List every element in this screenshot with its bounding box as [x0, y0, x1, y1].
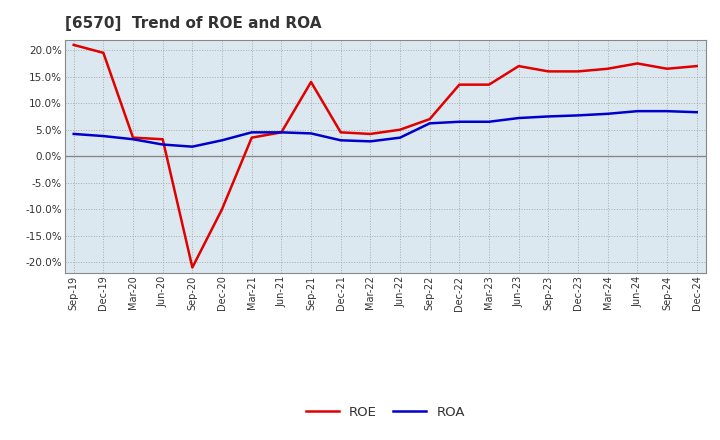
- ROE: [514, 63, 523, 69]
- ROA: [336, 138, 345, 143]
- ROA: [99, 133, 108, 139]
- ROE: [248, 135, 256, 140]
- ROA: [633, 109, 642, 114]
- ROA: [514, 115, 523, 121]
- ROE: [307, 79, 315, 84]
- ROE: [455, 82, 464, 87]
- ROA: [426, 121, 434, 126]
- ROA: [396, 135, 405, 140]
- ROA: [693, 110, 701, 115]
- ROA: [455, 119, 464, 125]
- ROE: [336, 130, 345, 135]
- ROA: [366, 139, 374, 144]
- ROE: [662, 66, 671, 71]
- Line: ROE: ROE: [73, 45, 697, 268]
- ROA: [217, 138, 226, 143]
- ROE: [99, 50, 108, 55]
- ROE: [217, 206, 226, 212]
- ROA: [277, 130, 286, 135]
- ROA: [662, 109, 671, 114]
- Text: [6570]  Trend of ROE and ROA: [6570] Trend of ROE and ROA: [65, 16, 321, 32]
- ROE: [603, 66, 612, 71]
- ROA: [158, 142, 167, 147]
- ROE: [158, 136, 167, 142]
- ROE: [574, 69, 582, 74]
- Legend: ROE, ROA: ROE, ROA: [300, 401, 470, 424]
- ROA: [69, 131, 78, 136]
- ROA: [485, 119, 493, 125]
- ROA: [188, 144, 197, 149]
- ROA: [574, 113, 582, 118]
- ROA: [603, 111, 612, 117]
- ROE: [69, 42, 78, 48]
- ROE: [366, 131, 374, 136]
- ROE: [544, 69, 553, 74]
- ROE: [129, 135, 138, 140]
- ROA: [544, 114, 553, 119]
- ROE: [396, 127, 405, 132]
- ROE: [277, 130, 286, 135]
- Line: ROA: ROA: [73, 111, 697, 147]
- ROA: [129, 136, 138, 142]
- ROE: [485, 82, 493, 87]
- ROE: [633, 61, 642, 66]
- ROE: [426, 117, 434, 122]
- ROE: [188, 265, 197, 270]
- ROA: [307, 131, 315, 136]
- ROE: [693, 63, 701, 69]
- ROA: [248, 130, 256, 135]
